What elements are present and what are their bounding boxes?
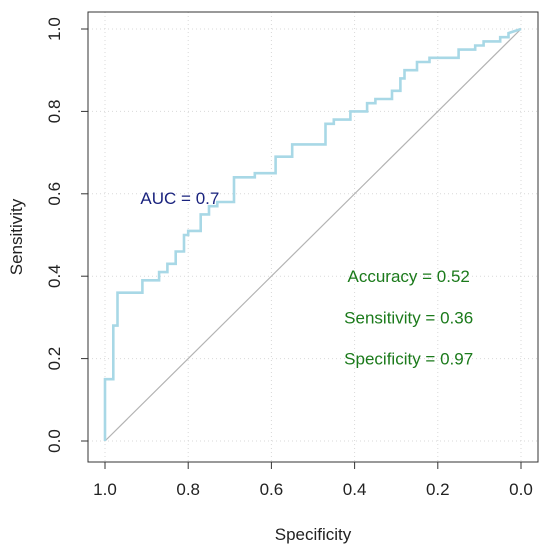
- grid-layer: [88, 12, 538, 462]
- y-tick-label: 0.2: [45, 347, 64, 371]
- annotation-label: Sensitivity = 0.36: [344, 308, 473, 327]
- annotation-label: Accuracy = 0.52: [347, 267, 469, 286]
- roc-curve-line: [103, 27, 522, 441]
- y-axis-label: Sensitivity: [7, 198, 26, 275]
- x-tick-label: 0.8: [176, 480, 200, 499]
- y-tick-label: 0.8: [45, 100, 64, 124]
- series-layer: [103, 27, 522, 442]
- axis-layer: 1.0 0.8 0.6 0.4 0.2 0.0 0.0 0.2 0.4 0.6 0.8 1.0: [45, 17, 533, 499]
- y-tick-label: 0.6: [45, 182, 64, 206]
- x-tick-label: 0.6: [260, 480, 284, 499]
- y-tick-label: 0.0: [45, 429, 64, 453]
- reference-diagonal-line: [104, 28, 522, 442]
- y-tick-label: 0.4: [45, 264, 64, 288]
- y-tick-label: 1.0: [45, 17, 64, 41]
- annotation-label: Specificity = 0.97: [344, 350, 473, 369]
- x-tick-label: 1.0: [93, 480, 117, 499]
- x-tick-label: 0.0: [509, 480, 533, 499]
- x-axis-label: Specificity: [275, 525, 352, 544]
- annotation-layer: AUC = 0.7 Accuracy = 0.52 Sensitivity = 0.…: [140, 189, 473, 369]
- x-tick-label: 0.2: [426, 480, 450, 499]
- annotation-label: AUC = 0.7: [140, 189, 219, 208]
- plot-frame: [87, 11, 539, 463]
- x-tick-label: 0.4: [343, 480, 367, 499]
